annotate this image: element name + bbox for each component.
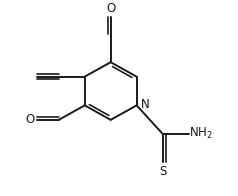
Text: S: S xyxy=(159,165,166,178)
Text: N: N xyxy=(141,98,149,111)
Text: O: O xyxy=(106,2,115,15)
Text: O: O xyxy=(25,113,34,126)
Text: NH$_2$: NH$_2$ xyxy=(189,126,213,141)
